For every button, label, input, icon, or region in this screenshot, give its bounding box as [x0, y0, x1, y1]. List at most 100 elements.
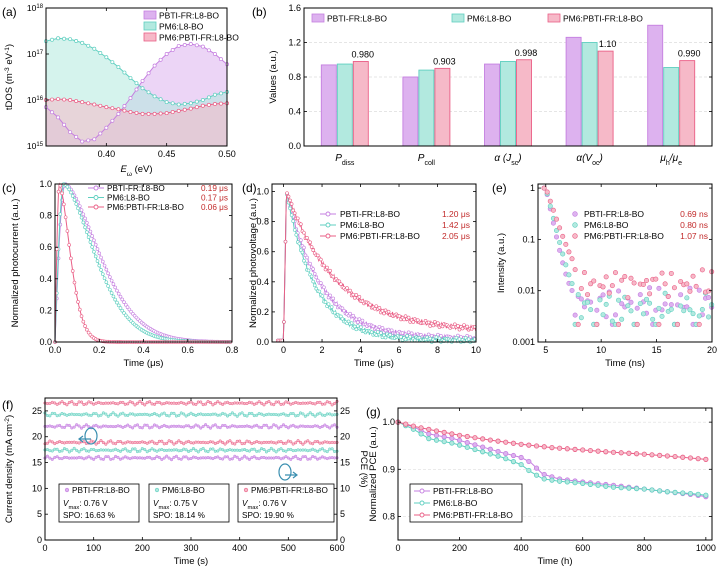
data-marker — [104, 280, 109, 284]
legend-value: 1.42 μs — [442, 220, 470, 230]
data-marker — [100, 259, 105, 264]
data-marker — [182, 425, 186, 429]
data-marker — [672, 489, 678, 495]
data-marker — [533, 472, 540, 478]
data-marker — [208, 401, 213, 405]
data-marker — [360, 318, 365, 323]
data-marker — [541, 444, 547, 450]
data-marker — [138, 399, 142, 403]
label-part: max — [68, 505, 79, 511]
data-marker — [371, 324, 376, 329]
data-marker — [123, 441, 127, 445]
data-point-2 — [585, 292, 591, 298]
data-marker — [279, 402, 283, 406]
data-marker — [302, 245, 306, 250]
data-marker — [182, 101, 187, 106]
bar-PBTI-FR:L8-BO — [647, 24, 664, 147]
data-marker — [174, 414, 178, 418]
x-tick-label: 6 — [397, 345, 402, 355]
data-marker — [200, 98, 205, 102]
data-marker — [113, 297, 117, 302]
data-marker — [325, 233, 331, 239]
data-marker — [245, 449, 249, 453]
data-point-2 — [541, 185, 547, 191]
data-marker — [296, 413, 300, 417]
data-marker — [157, 455, 161, 460]
data-marker — [292, 228, 297, 232]
data-marker — [56, 36, 61, 41]
data-marker — [242, 447, 247, 452]
data-marker — [121, 400, 125, 404]
panel-b: (b) 0.980 Pdiss 0.903 Pcoll 0.998 α (Jsc) 1.10 α… — [252, 3, 713, 167]
data-marker — [330, 424, 334, 428]
data-marker — [289, 457, 293, 461]
data-marker — [85, 220, 89, 225]
data-marker — [179, 440, 183, 444]
data-marker — [426, 436, 432, 442]
data-marker — [302, 258, 306, 263]
data-point-1 — [628, 308, 634, 314]
data-marker — [184, 455, 188, 459]
data-marker — [418, 431, 424, 437]
data-marker — [109, 401, 113, 405]
data-point-0 — [628, 299, 634, 305]
data-marker — [114, 442, 118, 446]
data-marker — [86, 101, 91, 106]
x-tick-label: 0.6 — [181, 345, 194, 355]
data-marker — [113, 285, 117, 290]
data-marker — [150, 439, 154, 443]
data-marker — [65, 229, 70, 233]
data-marker — [216, 425, 220, 429]
data-marker — [487, 437, 493, 443]
data-marker — [94, 423, 98, 427]
bar-PM6:L8-BO — [500, 61, 516, 147]
legend-label: PM6:L8-BO — [433, 498, 478, 508]
data-marker — [106, 448, 110, 452]
data-marker — [126, 440, 130, 444]
y2-axis-label: PCE (%) — [358, 451, 369, 488]
data-marker — [419, 512, 425, 518]
data-marker — [294, 232, 299, 237]
data-marker — [140, 426, 144, 430]
data-marker — [297, 241, 302, 246]
data-marker — [146, 90, 151, 95]
data-marker — [206, 450, 210, 454]
data-marker — [564, 479, 570, 485]
data-marker — [257, 400, 261, 404]
panel-label: (b) — [252, 5, 267, 19]
data-marker — [377, 324, 382, 329]
data-marker — [255, 456, 259, 460]
data-marker — [460, 326, 465, 331]
data-marker — [247, 440, 251, 444]
data-marker — [633, 451, 640, 457]
label-part: -1 — [4, 47, 11, 53]
label-part: oc — [592, 160, 600, 167]
data-marker — [279, 425, 283, 429]
data-marker — [309, 274, 314, 279]
data-marker — [188, 42, 193, 46]
data-point-0 — [612, 312, 618, 318]
data-marker — [81, 212, 86, 217]
data-marker — [260, 401, 264, 405]
data-marker — [332, 310, 337, 315]
data-marker — [510, 459, 517, 465]
data-marker — [189, 448, 193, 452]
data-marker — [191, 425, 195, 429]
data-marker — [108, 275, 112, 279]
data-marker — [194, 43, 199, 48]
data-marker — [124, 302, 128, 307]
data-marker — [436, 332, 440, 337]
data-marker — [219, 57, 223, 62]
data-marker — [84, 423, 88, 427]
data-marker — [333, 423, 337, 427]
data-marker — [319, 257, 323, 262]
data-marker — [454, 335, 459, 340]
data-marker — [695, 491, 701, 497]
label-part: P — [335, 153, 342, 164]
data-marker — [257, 425, 261, 429]
bar-PM6:PBTI-FR:L8-BO — [434, 67, 451, 147]
data-marker — [255, 413, 259, 417]
data-marker — [188, 106, 193, 111]
data-marker — [687, 455, 694, 461]
